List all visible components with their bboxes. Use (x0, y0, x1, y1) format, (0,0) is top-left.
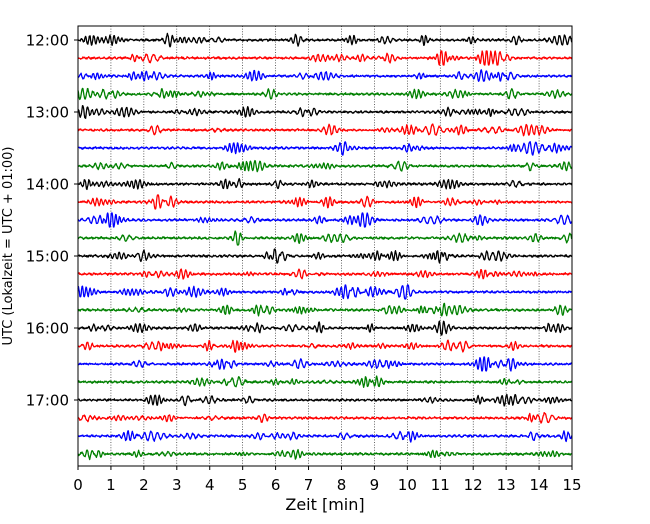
y-axis-label: UTC (Lokalzeit = UTC + 01:00) (1, 147, 16, 346)
x-axis-label: Zeit [min] (285, 495, 364, 514)
y-tick-label-5: 17:00 (26, 392, 69, 410)
trace-1615 (77, 339, 573, 353)
trace-1630 (77, 356, 573, 372)
x-tick-label-7: 7 (304, 476, 314, 494)
trace-1215 (77, 50, 573, 66)
trace-1545 (77, 302, 573, 317)
trace-1345 (77, 159, 573, 173)
trace-1330 (77, 141, 573, 156)
x-tick-label-15: 15 (562, 476, 581, 494)
trace-1445 (77, 230, 573, 246)
trace-1315 (77, 123, 573, 137)
trace-1715 (77, 411, 573, 424)
y-tick-label-4: 16:00 (26, 320, 69, 338)
trace-1515 (77, 268, 573, 280)
trace-1300 (77, 105, 573, 119)
trace-1730 (77, 430, 573, 443)
trace-1200 (77, 32, 573, 48)
x-tick-label-10: 10 (398, 476, 417, 494)
x-tick-label-1: 1 (106, 476, 116, 494)
x-tick-label-0: 0 (73, 476, 83, 494)
x-tick-label-13: 13 (497, 476, 516, 494)
x-tick-label-4: 4 (205, 476, 215, 494)
x-tick-label-14: 14 (530, 476, 549, 494)
trace-1700 (77, 393, 573, 407)
y-tick-label-3: 15:00 (26, 248, 69, 266)
x-tick-label-12: 12 (464, 476, 483, 494)
trace-1400 (77, 177, 573, 191)
trace-1530 (77, 284, 573, 300)
x-tick-label-5: 5 (238, 476, 248, 494)
trace-1500 (77, 248, 573, 264)
trace-1230 (77, 69, 573, 82)
trace-1745 (77, 448, 573, 461)
x-tick-label-2: 2 (139, 476, 149, 494)
seismogram-traces (77, 32, 573, 461)
x-tick-label-11: 11 (431, 476, 450, 494)
plot-frame (77, 25, 573, 467)
x-tick-label-6: 6 (271, 476, 281, 494)
x-tick-label-9: 9 (370, 476, 380, 494)
trace-1245 (77, 87, 573, 101)
x-tick-label-8: 8 (337, 476, 347, 494)
trace-1600 (77, 320, 573, 336)
y-tick-label-0: 12:00 (26, 32, 69, 50)
trace-1415 (77, 194, 573, 210)
x-tick-label-3: 3 (172, 476, 182, 494)
x-axis-ticks: 0 1 2 3 4 5 6 7 8 9 10 11 12 13 14 15 (73, 466, 582, 494)
y-axis-ticks: 12:00 13:00 14:00 15:00 16:00 17:00 (26, 32, 78, 410)
y-tick-label-2: 14:00 (26, 176, 69, 194)
trace-1430 (77, 212, 573, 228)
trace-1645 (77, 375, 573, 388)
vertical-gridlines (110, 26, 540, 466)
y-tick-label-1: 13:00 (26, 104, 69, 122)
